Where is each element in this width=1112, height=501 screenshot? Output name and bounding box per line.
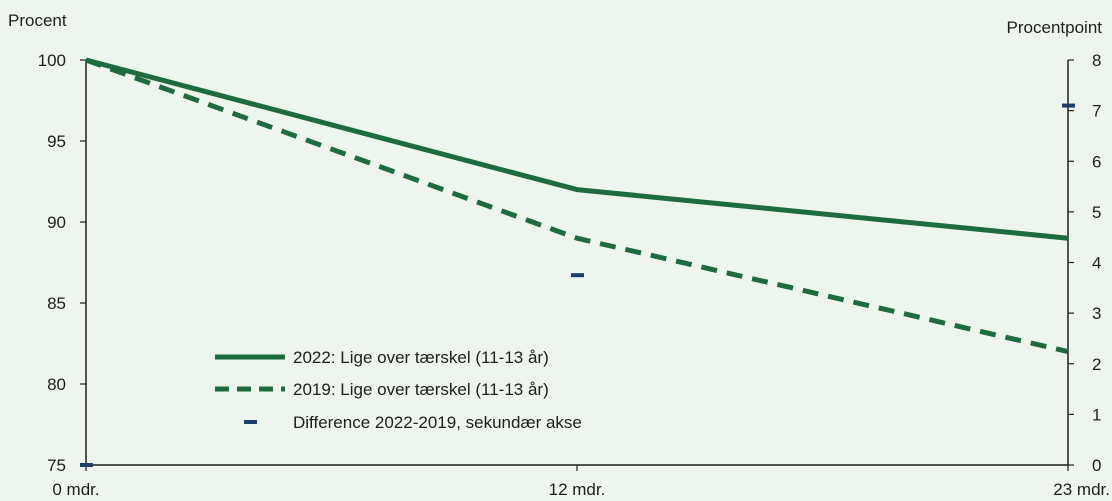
right-tick-label: 2: [1092, 355, 1101, 374]
left-tick-label: 75: [47, 456, 66, 475]
legend-label-2022: 2022: Lige over tærskel (11-13 år): [293, 348, 549, 367]
right-tick-label: 0: [1092, 456, 1101, 475]
x-axis-ticks: 0 mdr. 12 mdr. 23 mdr.: [52, 465, 1110, 499]
left-axis-ticks: 75 80 85 90 95 100: [38, 51, 86, 475]
x-tick-label: 0 mdr.: [52, 480, 99, 499]
left-tick-label: 90: [47, 213, 66, 232]
x-tick-label: 23 mdr.: [1053, 480, 1110, 499]
legend: 2022: Lige over tærskel (11-13 år) 2019:…: [215, 348, 582, 432]
left-tick-label: 95: [47, 132, 66, 151]
legend-swatch-marker: [244, 420, 257, 424]
series-line-2019: [85, 57, 1069, 355]
series-layer: [80, 57, 1075, 467]
right-axis-title: Procentpoint: [1007, 18, 1103, 37]
difference-marker: [1062, 103, 1075, 108]
difference-marker: [80, 463, 93, 467]
right-tick-label: 3: [1092, 304, 1101, 323]
left-tick-label: 100: [38, 51, 66, 70]
right-axis-ticks: 0 1 2 3 4 5 6 7 8: [1068, 51, 1101, 475]
left-tick-label: 80: [47, 375, 66, 394]
x-tick-label: 12 mdr.: [549, 480, 606, 499]
right-tick-label: 5: [1092, 203, 1101, 222]
right-tick-label: 8: [1092, 51, 1101, 70]
right-tick-label: 7: [1092, 102, 1101, 121]
left-tick-label: 85: [47, 294, 66, 313]
right-tick-label: 4: [1092, 254, 1101, 273]
left-axis-title: Procent: [8, 11, 67, 30]
right-tick-label: 6: [1092, 152, 1101, 171]
legend-label-difference: Difference 2022-2019, sekundær akse: [293, 413, 582, 432]
series-line-2022: [85, 57, 1069, 241]
legend-label-2019: 2019: Lige over tærskel (11-13 år): [293, 380, 549, 399]
difference-marker: [571, 273, 584, 278]
right-tick-label: 1: [1092, 405, 1101, 424]
